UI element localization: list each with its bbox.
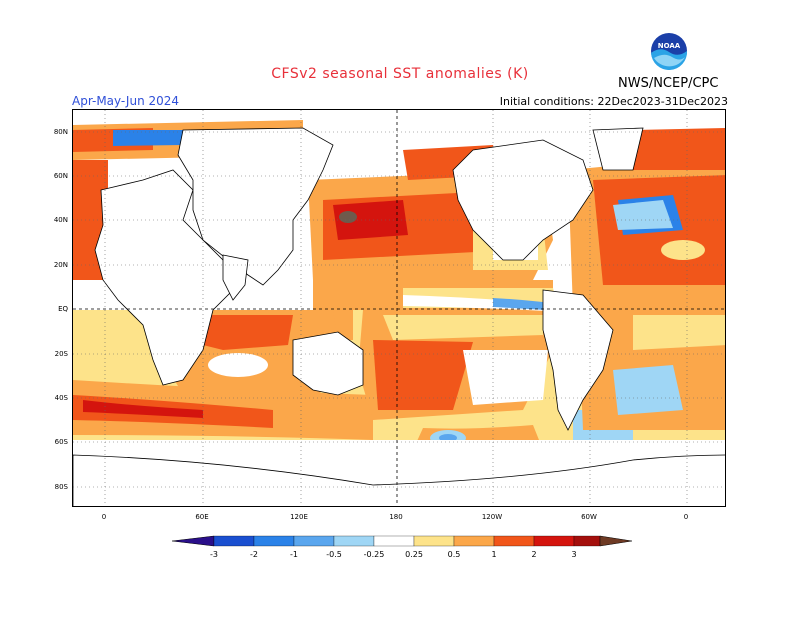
- lon-label-60w: 60W: [581, 513, 597, 521]
- land-masses: [73, 127, 725, 506]
- logo-text: NOAA: [658, 42, 681, 50]
- lat-label-80s: 80S: [55, 483, 69, 491]
- colorbar-label-minus1: -1: [290, 550, 298, 559]
- colorbar-label-1: 1: [491, 550, 496, 559]
- latitude-labels: 80N 60N 40N 20N EQ 20S 40S 60S 80S: [54, 128, 69, 491]
- season-label: Apr-May-Jun 2024: [72, 94, 180, 108]
- sst-anomaly-map: [72, 109, 726, 507]
- colorbar-label-minus2: -2: [250, 550, 258, 559]
- colorbar-bin-7: [453, 535, 495, 547]
- colorbar-label-minus3: -3: [210, 550, 218, 559]
- colorbar-bin-8: [493, 535, 535, 547]
- lat-label-40s: 40S: [55, 394, 69, 402]
- lon-label-0-east: 0: [684, 513, 688, 521]
- colorbar-bin-6: [413, 535, 455, 547]
- longitude-labels: 0 60E 120E 180 120W 60W 0: [102, 513, 688, 521]
- initial-conditions-label: Initial conditions: 22Dec2023-31Dec2023: [499, 95, 728, 108]
- colorbar-label-minus025: -0.25: [364, 550, 385, 559]
- colorbar-bin-2: [253, 535, 295, 547]
- grid-lines: [73, 110, 725, 506]
- colorbar-label-05: 0.5: [448, 550, 461, 559]
- lat-label-20n: 20N: [54, 261, 68, 269]
- colorbar-bin-10: [573, 535, 601, 547]
- colorbar-label-025: 0.25: [405, 550, 423, 559]
- lon-label-0-west: 0: [102, 513, 106, 521]
- lon-label-120w: 120W: [482, 513, 502, 521]
- noaa-logo-icon: NOAA: [651, 33, 688, 70]
- lon-label-60e: 60E: [195, 513, 208, 521]
- lat-label-20s: 20S: [55, 350, 69, 358]
- colorbar-bin-3: [293, 535, 335, 547]
- colorbar-high-arrow: [599, 535, 632, 547]
- colorbar-bin-1: [213, 535, 255, 547]
- lat-label-eq: EQ: [58, 305, 68, 313]
- colorbar-low-arrow: [172, 535, 215, 547]
- colorbar-label-2: 2: [531, 550, 536, 559]
- lat-label-60s: 60S: [55, 438, 69, 446]
- colorbar-bin-5: [373, 535, 415, 547]
- chart-title: CFSv2 seasonal SST anomalies (K): [271, 66, 529, 82]
- lat-label-60n: 60N: [54, 172, 68, 180]
- equator-dateline: [73, 110, 725, 506]
- colorbar-label-3: 3: [571, 550, 576, 559]
- lon-label-180: 180: [389, 513, 402, 521]
- colorbar-bin-4: [333, 535, 375, 547]
- lon-label-120e: 120E: [290, 513, 308, 521]
- org-label: NWS/NCEP/CPC: [618, 76, 719, 91]
- lat-label-40n: 40N: [54, 216, 68, 224]
- colorbar-label-minus05: -0.5: [326, 550, 342, 559]
- map-canvas: [73, 110, 725, 506]
- colorbar-bin-9: [533, 535, 575, 547]
- colorbar: -3 -2 -1 -0.5 -0.25 0.25 0.5 1 2 3: [172, 535, 632, 559]
- lat-label-80n: 80N: [54, 128, 68, 136]
